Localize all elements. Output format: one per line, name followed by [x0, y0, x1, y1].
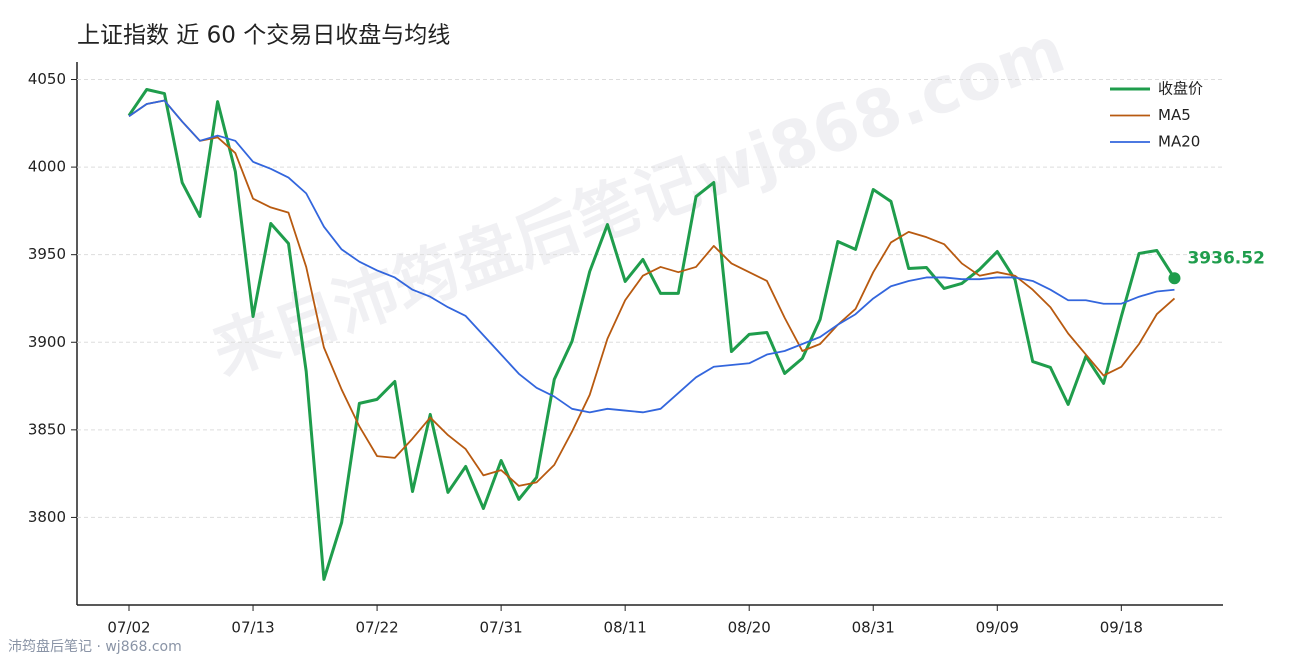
x-tick-label: 07/13: [231, 619, 274, 637]
x-tick-label: 09/18: [1100, 619, 1143, 637]
last-point: [1168, 272, 1181, 285]
x-tick-label: 08/20: [728, 619, 771, 637]
last-value-label: 3936.52: [1187, 248, 1264, 268]
x-tick-label: 09/09: [976, 619, 1019, 637]
legend-label: MA20: [1158, 133, 1200, 151]
x-tick-label: 07/22: [355, 619, 398, 637]
y-tick-label: 3850: [28, 420, 66, 438]
series-line: [127, 88, 1176, 581]
footer: 沛筠盘后笔记 · wj868.com: [8, 638, 182, 655]
y-tick-label: 3950: [28, 245, 66, 263]
legend-label: MA5: [1158, 106, 1191, 124]
watermark: 来自沛筠盘后笔记wj868.com: [204, 13, 1075, 390]
y-tick-label: 4000: [28, 158, 66, 176]
series-line: [128, 99, 1176, 487]
chart-title: 上证指数 近 60 个交易日收盘与均线: [77, 23, 450, 49]
x-tick-label: 07/31: [480, 619, 523, 637]
y-tick-label: 4050: [28, 70, 66, 88]
x-tick-label: 08/11: [604, 619, 647, 637]
y-tick-label: 3800: [28, 508, 66, 526]
legend-label: 收盘价: [1158, 80, 1203, 98]
series-line: [128, 99, 1175, 414]
x-tick-label: 07/02: [107, 619, 150, 637]
x-tick-label: 08/31: [852, 619, 895, 637]
y-tick-label: 3900: [28, 333, 66, 351]
